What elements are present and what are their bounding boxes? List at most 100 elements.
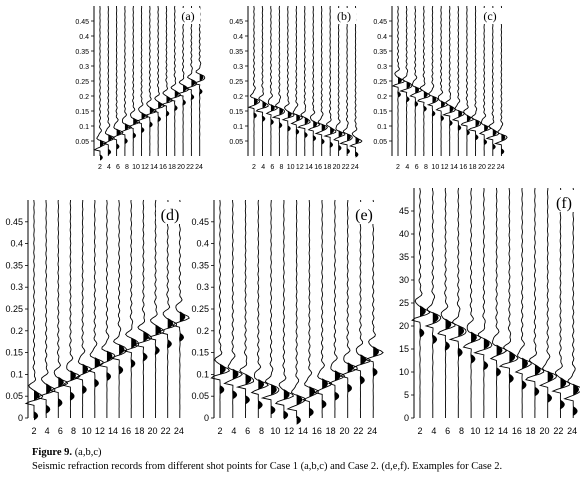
x-tick-label: 10 xyxy=(470,426,480,436)
second-lobe xyxy=(432,110,436,117)
x-tick-label: 18 xyxy=(134,426,144,436)
x-tick-label: 12 xyxy=(141,164,149,171)
x-tick-label: 14 xyxy=(450,164,458,171)
first-break-lobe xyxy=(304,117,309,125)
seismic-trace xyxy=(323,5,337,156)
second-lobe xyxy=(158,115,161,123)
first-break-lobe xyxy=(432,312,439,324)
y-tick-label: 0.05 xyxy=(5,391,23,401)
seismic-trace xyxy=(398,6,413,156)
x-tick-label: 14 xyxy=(150,164,158,171)
y-tick-label: 35 xyxy=(399,252,409,262)
x-tick-label: 2 xyxy=(98,164,102,171)
first-break-lobe xyxy=(70,370,76,382)
seismic-trace xyxy=(498,187,519,418)
seismic-trace xyxy=(247,5,261,156)
x-tick-label: 20 xyxy=(333,164,341,171)
seismic-trace xyxy=(489,187,508,418)
second-lobe xyxy=(334,391,340,401)
first-break-lobe xyxy=(283,389,290,401)
seismic-trace xyxy=(441,5,456,156)
y-tick-label: 0.1 xyxy=(377,124,387,131)
figure-caption-text: Seismic refraction records from differen… xyxy=(32,461,503,472)
y-tick-label: 0.45 xyxy=(5,217,23,227)
seismic-trace xyxy=(281,5,295,157)
x-tick-label: 4 xyxy=(45,426,50,436)
seismic-trace xyxy=(135,5,149,156)
seismic-trace xyxy=(286,199,307,418)
x-tick-label: 16 xyxy=(159,164,167,171)
first-break-lobe xyxy=(398,76,402,85)
first-break-lobe xyxy=(501,133,506,142)
first-break-lobe xyxy=(124,123,129,131)
y-tick-label: 25 xyxy=(399,298,409,308)
first-break-lobe xyxy=(309,386,316,398)
seismic-trace xyxy=(538,187,558,418)
y-tick-label: 0.05 xyxy=(75,139,89,146)
second-lobe xyxy=(271,405,276,415)
y-tick-label: 0.4 xyxy=(377,34,387,41)
seismic-trace xyxy=(307,5,321,156)
x-tick-label: 6 xyxy=(445,426,450,436)
seismic-trace xyxy=(290,5,303,156)
second-lobe xyxy=(415,100,419,108)
panel-label-box xyxy=(350,202,378,224)
seismic-trace xyxy=(563,187,580,418)
seismic-trace xyxy=(301,199,319,418)
x-tick-label: 4 xyxy=(107,164,111,171)
seismic-trace xyxy=(171,199,190,418)
second-lobe xyxy=(133,132,137,139)
y-tick-label: 0.2 xyxy=(377,94,387,101)
second-lobe xyxy=(483,360,489,371)
first-break-lobe xyxy=(420,305,426,318)
y-tick-label: 0.45 xyxy=(191,217,209,227)
first-break-lobe xyxy=(287,110,292,119)
x-tick-label: 2 xyxy=(217,426,222,436)
first-break-lobe xyxy=(475,119,480,127)
seismic-trace xyxy=(271,5,285,156)
x-tick-label: 22 xyxy=(186,164,194,171)
seismic-trace xyxy=(417,5,431,156)
y-tick-label: 10 xyxy=(399,367,409,377)
x-tick-label: 12 xyxy=(95,426,105,436)
y-tick-label: 0.4 xyxy=(10,239,23,249)
seismic-trace xyxy=(159,199,177,418)
first-break-lobe xyxy=(484,124,489,132)
seismic-trace xyxy=(274,199,294,418)
y-tick-label: 0.45 xyxy=(373,19,387,26)
y-tick-label: 0.2 xyxy=(79,94,89,101)
x-tick-label: 6 xyxy=(245,426,250,436)
seismic-trace xyxy=(192,5,206,156)
second-lobe xyxy=(262,115,266,122)
y-tick-label: 0.25 xyxy=(373,79,387,86)
y-tick-label: 5 xyxy=(404,390,409,400)
x-tick-label: 12 xyxy=(441,164,449,171)
seismic-trace xyxy=(110,5,124,156)
second-lobe xyxy=(131,358,136,369)
x-tick-label: 8 xyxy=(71,426,76,436)
first-break-lobe xyxy=(191,79,196,87)
y-tick-label: 40 xyxy=(399,229,409,239)
first-break-lobe xyxy=(119,344,125,355)
first-break-lobe xyxy=(415,86,420,94)
first-break-lobe xyxy=(313,120,318,128)
seismic-trace xyxy=(493,5,508,156)
y-tick-label: 0.4 xyxy=(233,34,243,41)
seismic-trace xyxy=(462,187,482,418)
second-lobe xyxy=(509,373,514,384)
second-lobe xyxy=(220,385,225,395)
figure-subpanels: (a,b,c) xyxy=(72,447,102,458)
x-tick-label: 4 xyxy=(405,164,409,171)
seismic-trace xyxy=(314,5,328,156)
y-tick-label: 0.3 xyxy=(233,64,243,71)
seismic-trace xyxy=(122,199,140,418)
second-lobe xyxy=(232,390,238,400)
y-tick-label: 0.35 xyxy=(191,260,209,270)
panel-label: (c) xyxy=(483,9,496,23)
first-break-lobe xyxy=(338,130,343,138)
x-tick-label: 6 xyxy=(270,164,274,171)
x-tick-label: 4 xyxy=(431,426,436,436)
first-break-lobe xyxy=(560,377,567,389)
first-break-lobe xyxy=(496,344,503,357)
seismic-trace xyxy=(175,5,189,156)
